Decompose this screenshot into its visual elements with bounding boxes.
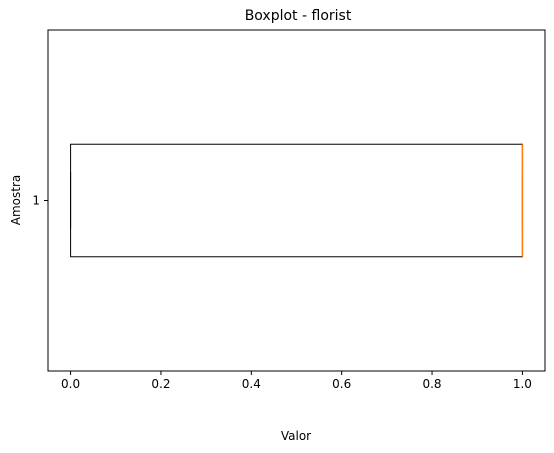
x-tick-label: 0.6 <box>332 377 351 391</box>
x-tick-label: 0.0 <box>61 377 80 391</box>
x-tick-label: 0.8 <box>422 377 441 391</box>
x-tick-label: 1.0 <box>513 377 532 391</box>
y-axis-label: Amostra <box>9 175 23 225</box>
x-tick-label: 0.2 <box>151 377 170 391</box>
box-body <box>70 143 523 258</box>
plot-frame <box>47 29 546 372</box>
y-tick-label: 1 <box>32 194 40 208</box>
x-axis: 0.0 0.2 0.4 0.6 0.8 1.0 <box>61 371 532 391</box>
boxes-layer <box>70 143 524 258</box>
x-tick-label: 0.4 <box>242 377 261 391</box>
x-axis-label: Valor <box>281 429 311 443</box>
chart-title: Boxplot - florist <box>245 8 352 24</box>
y-axis: 1 <box>32 194 48 208</box>
